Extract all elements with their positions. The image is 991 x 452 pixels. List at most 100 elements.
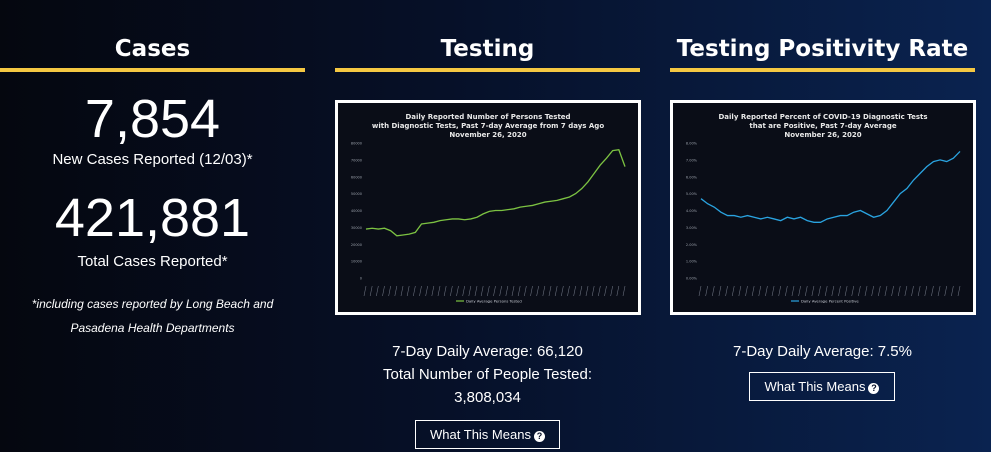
positivity-xtick-label <box>785 285 788 297</box>
testing-xtick-label <box>493 285 496 297</box>
testing-xtick-label <box>604 285 607 297</box>
positivity-ytick-label: 6.00% <box>686 175 698 179</box>
positivity-xtick-label <box>725 285 728 297</box>
positivity-xtick-label <box>957 285 961 297</box>
testing-xtick-label <box>598 285 601 297</box>
testing-ytick-label: 30000 <box>351 226 362 230</box>
positivity-xtick-label <box>937 285 941 297</box>
positivity-xtick-label <box>718 285 722 297</box>
testing-xtick-label <box>450 285 453 297</box>
question-icon: ? <box>868 383 880 394</box>
positivity-xtick-label <box>911 285 914 297</box>
positivity-ytick-label: 0.00% <box>686 277 698 281</box>
positivity-xtick-label <box>778 285 781 297</box>
new-cases-label: New Cases Reported (12/03)* <box>52 151 253 168</box>
testing-xtick-label <box>480 285 484 297</box>
testing-chart-title-3: November 26, 2020 <box>449 131 527 139</box>
positivity-chart-title-1: Daily Reported Percent of COVID-19 Diagn… <box>718 113 928 121</box>
cases-note-line2: Pasadena Health Departments <box>70 321 235 335</box>
positivity-series-line <box>700 150 961 223</box>
testing-title: Testing <box>440 36 535 62</box>
testing-xtick-label <box>419 285 422 297</box>
positivity-xtick-label <box>831 285 835 297</box>
positivity-chart-title-3: November 26, 2020 <box>784 131 862 139</box>
testing-legend-label: Daily Average Persons Tested <box>466 298 522 303</box>
positivity-xtick-label <box>758 285 762 297</box>
positivity-xtick-label <box>838 285 841 297</box>
positivity-what-this-means-button[interactable]: What This Means? <box>749 372 895 401</box>
testing-what-this-means-button[interactable]: What This Means? <box>415 420 560 449</box>
testing-xtick-label <box>388 285 391 297</box>
total-cases-label: Total Cases Reported* <box>77 253 228 270</box>
positivity-xtick-label <box>931 285 934 297</box>
new-cases-number: 7,854 <box>84 89 221 149</box>
testing-xtick-label <box>431 285 435 297</box>
positivity-xtick-label <box>798 285 801 297</box>
cases-title: Cases <box>114 36 191 62</box>
question-icon: ? <box>533 431 545 442</box>
positivity-xtick-label <box>917 285 921 297</box>
positivity-xtick-label <box>858 285 861 297</box>
testing-xtick-label <box>499 285 502 297</box>
testing-xtick-label <box>400 285 404 297</box>
testing-underline <box>335 68 640 72</box>
positivity-ytick-label: 7.00% <box>686 158 698 162</box>
testing-xtick-label <box>376 285 379 297</box>
positivity-xtick-label <box>871 285 874 297</box>
testing-xtick-label <box>616 285 620 297</box>
positivity-xtick-label <box>771 285 775 297</box>
testing-chart[interactable]: Daily Reported Number of Persons Tested … <box>335 100 641 315</box>
testing-ytick-label: 50000 <box>351 192 362 196</box>
positivity-xtick-label <box>864 285 868 297</box>
testing-chart-title: Daily Reported Number of Persons Tested … <box>338 113 638 140</box>
testing-ytick-label: 60000 <box>351 175 362 179</box>
testing-column: Testing <box>335 0 640 72</box>
testing-xtick-label <box>567 285 570 297</box>
testing-xtick-label <box>579 285 583 297</box>
testing-xtick-label <box>363 285 367 297</box>
testing-xtick-label <box>474 285 478 297</box>
testing-series-line <box>365 149 626 237</box>
cases-column: Cases 7,854 New Cases Reported (12/03)* … <box>0 0 305 340</box>
testing-xtick-label <box>561 285 564 297</box>
positivity-xtick-label <box>884 285 888 297</box>
testing-xtick-label <box>394 285 398 297</box>
testing-ytick-label: 40000 <box>351 209 362 213</box>
positivity-ytick-label: 5.00% <box>686 192 698 196</box>
testing-ytick-label: 70000 <box>351 158 362 162</box>
testing-xtick-label <box>505 285 509 297</box>
testing-button-label: What This Means <box>430 427 531 442</box>
positivity-xtick-label <box>811 285 815 297</box>
positivity-chart-canvas: Daily Reported Percent of COVID-19 Diagn… <box>673 103 973 312</box>
testing-xtick-label <box>413 285 416 297</box>
testing-xtick-label <box>573 285 576 297</box>
testing-ytick-label: 20000 <box>351 243 362 247</box>
positivity-xtick-label <box>878 285 881 297</box>
testing-xtick-label <box>548 285 552 297</box>
positivity-xtick-label <box>711 285 715 297</box>
testing-stat-total-label: Total Number of People Tested: <box>382 366 592 383</box>
positivity-xtick-label <box>924 285 928 297</box>
testing-xtick-label <box>369 285 373 297</box>
testing-xtick-label <box>425 285 428 297</box>
total-cases-number: 421,881 <box>54 188 251 248</box>
positivity-xtick-label <box>851 285 855 297</box>
testing-xtick-label <box>530 285 533 297</box>
positivity-xtick-label <box>897 285 901 297</box>
positivity-chart[interactable]: Daily Reported Percent of COVID-19 Diagn… <box>670 100 976 315</box>
positivity-legend-label: Daily Average Percent Positive <box>801 298 859 303</box>
positivity-ytick-label: 8.00% <box>686 142 698 146</box>
positivity-ytick-label: 3.00% <box>686 226 698 230</box>
positivity-xtick-label <box>951 285 954 297</box>
positivity-underline <box>670 68 975 72</box>
testing-line-chart: 0 10000 20000 30000 40000 50000 60000 70000 8000… <box>351 142 626 303</box>
positivity-line-chart: 0.00% 1.00% 2.00% 3.00% 4.00% 5.00% 6.00% 7.00%… <box>686 142 961 303</box>
testing-xtick-label <box>437 285 441 297</box>
positivity-xtick-label <box>751 285 755 297</box>
testing-xtick-label <box>542 285 546 297</box>
testing-xtick-label <box>524 285 527 297</box>
testing-ytick-label: 0 <box>360 277 362 281</box>
testing-xtick-label <box>406 285 410 297</box>
positivity-xtick-label <box>844 285 848 297</box>
positivity-ytick-label: 2.00% <box>686 243 698 247</box>
